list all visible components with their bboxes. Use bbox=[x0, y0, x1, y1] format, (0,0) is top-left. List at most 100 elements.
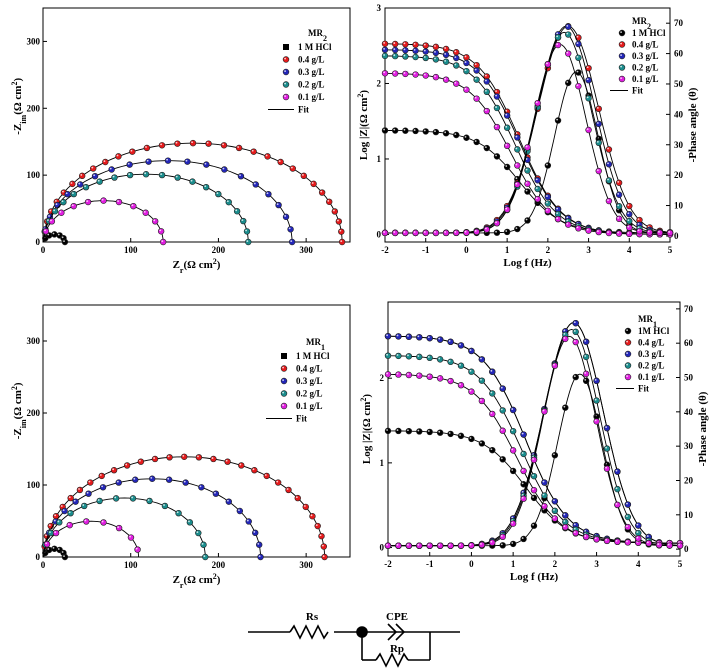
data-point-phase bbox=[575, 69, 582, 76]
data-point-logz bbox=[457, 432, 465, 440]
data-point-phase-shine bbox=[617, 180, 620, 183]
legend-marker bbox=[624, 327, 632, 335]
y-tick-label: 2 bbox=[377, 78, 382, 88]
data-point-phase-shine bbox=[495, 230, 497, 233]
data-point-logz bbox=[432, 49, 440, 57]
data-point-logz bbox=[436, 429, 444, 436]
data-point-logz bbox=[503, 112, 511, 119]
data-point-logz bbox=[593, 536, 600, 543]
y-tick-label: 200 bbox=[27, 103, 41, 113]
data-point-logz-shine bbox=[454, 133, 457, 135]
data-point-logz-shine bbox=[444, 77, 447, 80]
data-point-logz-shine bbox=[505, 109, 508, 112]
y2-tick-label: 70 bbox=[684, 304, 694, 314]
data-point-phase bbox=[551, 452, 559, 459]
data-point-logz-shine bbox=[532, 496, 534, 498]
data-point-logz bbox=[483, 144, 490, 152]
data-point-logz bbox=[468, 368, 475, 375]
data-point-logz-shine bbox=[532, 488, 534, 491]
data-point-logz-shine bbox=[563, 525, 566, 528]
data-point-phase-shine bbox=[678, 543, 680, 546]
data-point-phase-shine bbox=[668, 231, 670, 233]
resistor-rs bbox=[289, 624, 329, 640]
legend-marker bbox=[283, 44, 289, 50]
data-point-logz-shine bbox=[448, 360, 451, 362]
data-point-shine bbox=[68, 511, 71, 514]
data-point-logz-shine bbox=[438, 376, 441, 379]
data-point bbox=[81, 502, 88, 510]
data-point-logz bbox=[457, 362, 465, 369]
data-point-phase-shine bbox=[605, 466, 607, 469]
data-point bbox=[310, 180, 317, 188]
data-point-logz bbox=[493, 153, 501, 160]
data-point-phase bbox=[551, 362, 559, 369]
data-point-phase bbox=[635, 535, 642, 542]
data-point bbox=[115, 524, 123, 532]
y2-tick-label: 50 bbox=[674, 79, 684, 89]
data-point-phase-shine bbox=[542, 409, 545, 412]
data-point-logz bbox=[499, 407, 506, 414]
data-point-phase-shine bbox=[596, 169, 599, 172]
data-point-shine bbox=[109, 167, 112, 170]
data-point-phase bbox=[520, 495, 527, 502]
data-point-phase bbox=[636, 227, 643, 235]
data-point-logz bbox=[422, 54, 429, 62]
data-point-phase bbox=[614, 468, 621, 475]
data-point-logz bbox=[541, 492, 548, 499]
circuit-cpe-label: CPE bbox=[386, 611, 408, 623]
data-point-logz-shine bbox=[505, 113, 508, 116]
x-axis-label: Log f (Hz) bbox=[510, 571, 559, 583]
data-point-logz bbox=[541, 479, 548, 486]
legend-marker bbox=[618, 64, 626, 71]
data-point-logz bbox=[463, 134, 470, 141]
y2-axis-label: -Phase angle (θ) bbox=[687, 87, 699, 162]
data-point-phase-shine bbox=[444, 231, 447, 233]
data-point-shine bbox=[188, 520, 190, 523]
data-point bbox=[51, 208, 59, 215]
legend-label: 0.4 g/L bbox=[638, 338, 665, 348]
data-point-phase-shine bbox=[637, 229, 640, 232]
data-point-shine bbox=[57, 233, 60, 236]
data-point-logz bbox=[544, 193, 552, 201]
legend-label: 0.2 g/L bbox=[632, 63, 659, 73]
data-point bbox=[115, 198, 123, 206]
data-point bbox=[220, 142, 228, 149]
y-tick-label: 300 bbox=[27, 36, 41, 46]
data-point-shine bbox=[185, 159, 188, 162]
data-point-shine bbox=[72, 192, 74, 195]
data-point-phase bbox=[562, 404, 569, 411]
data-point-phase-shine bbox=[556, 118, 559, 121]
data-point-phase-shine bbox=[617, 217, 620, 219]
y-tick-label: 1 bbox=[380, 458, 385, 468]
data-point-logz bbox=[426, 373, 433, 380]
data-point-shine bbox=[53, 209, 56, 212]
data-point-shine bbox=[44, 229, 46, 232]
x-tick-label: 3 bbox=[594, 559, 599, 569]
data-point-logz bbox=[499, 456, 506, 463]
data-point-phase-shine bbox=[667, 543, 670, 546]
legend-marker-shine bbox=[284, 57, 286, 60]
legend-label: 1 M HCl bbox=[632, 28, 666, 38]
legend-marker-shine bbox=[282, 404, 284, 406]
data-point-logz-shine bbox=[417, 355, 420, 357]
data-point-shine bbox=[67, 523, 70, 526]
x-tick-label: 100 bbox=[124, 245, 138, 255]
data-point-shine bbox=[143, 210, 146, 213]
legend-marker bbox=[624, 339, 632, 346]
data-point-shine bbox=[61, 236, 64, 239]
data-point bbox=[142, 209, 149, 216]
data-point-logz-shine bbox=[393, 128, 396, 131]
data-point-phase-shine bbox=[427, 543, 430, 546]
data-point-logz bbox=[473, 76, 480, 83]
data-point-phase bbox=[626, 202, 633, 210]
data-point-logz bbox=[493, 93, 501, 100]
data-point-shine bbox=[337, 219, 339, 222]
data-point-shine bbox=[146, 159, 149, 162]
data-point-shine bbox=[135, 547, 138, 550]
data-point-phase-shine bbox=[396, 543, 399, 546]
data-point-phase bbox=[605, 177, 613, 184]
data-point-logz bbox=[562, 523, 569, 531]
data-point-logz-shine bbox=[495, 90, 497, 93]
legend-marker-shine bbox=[284, 95, 286, 97]
